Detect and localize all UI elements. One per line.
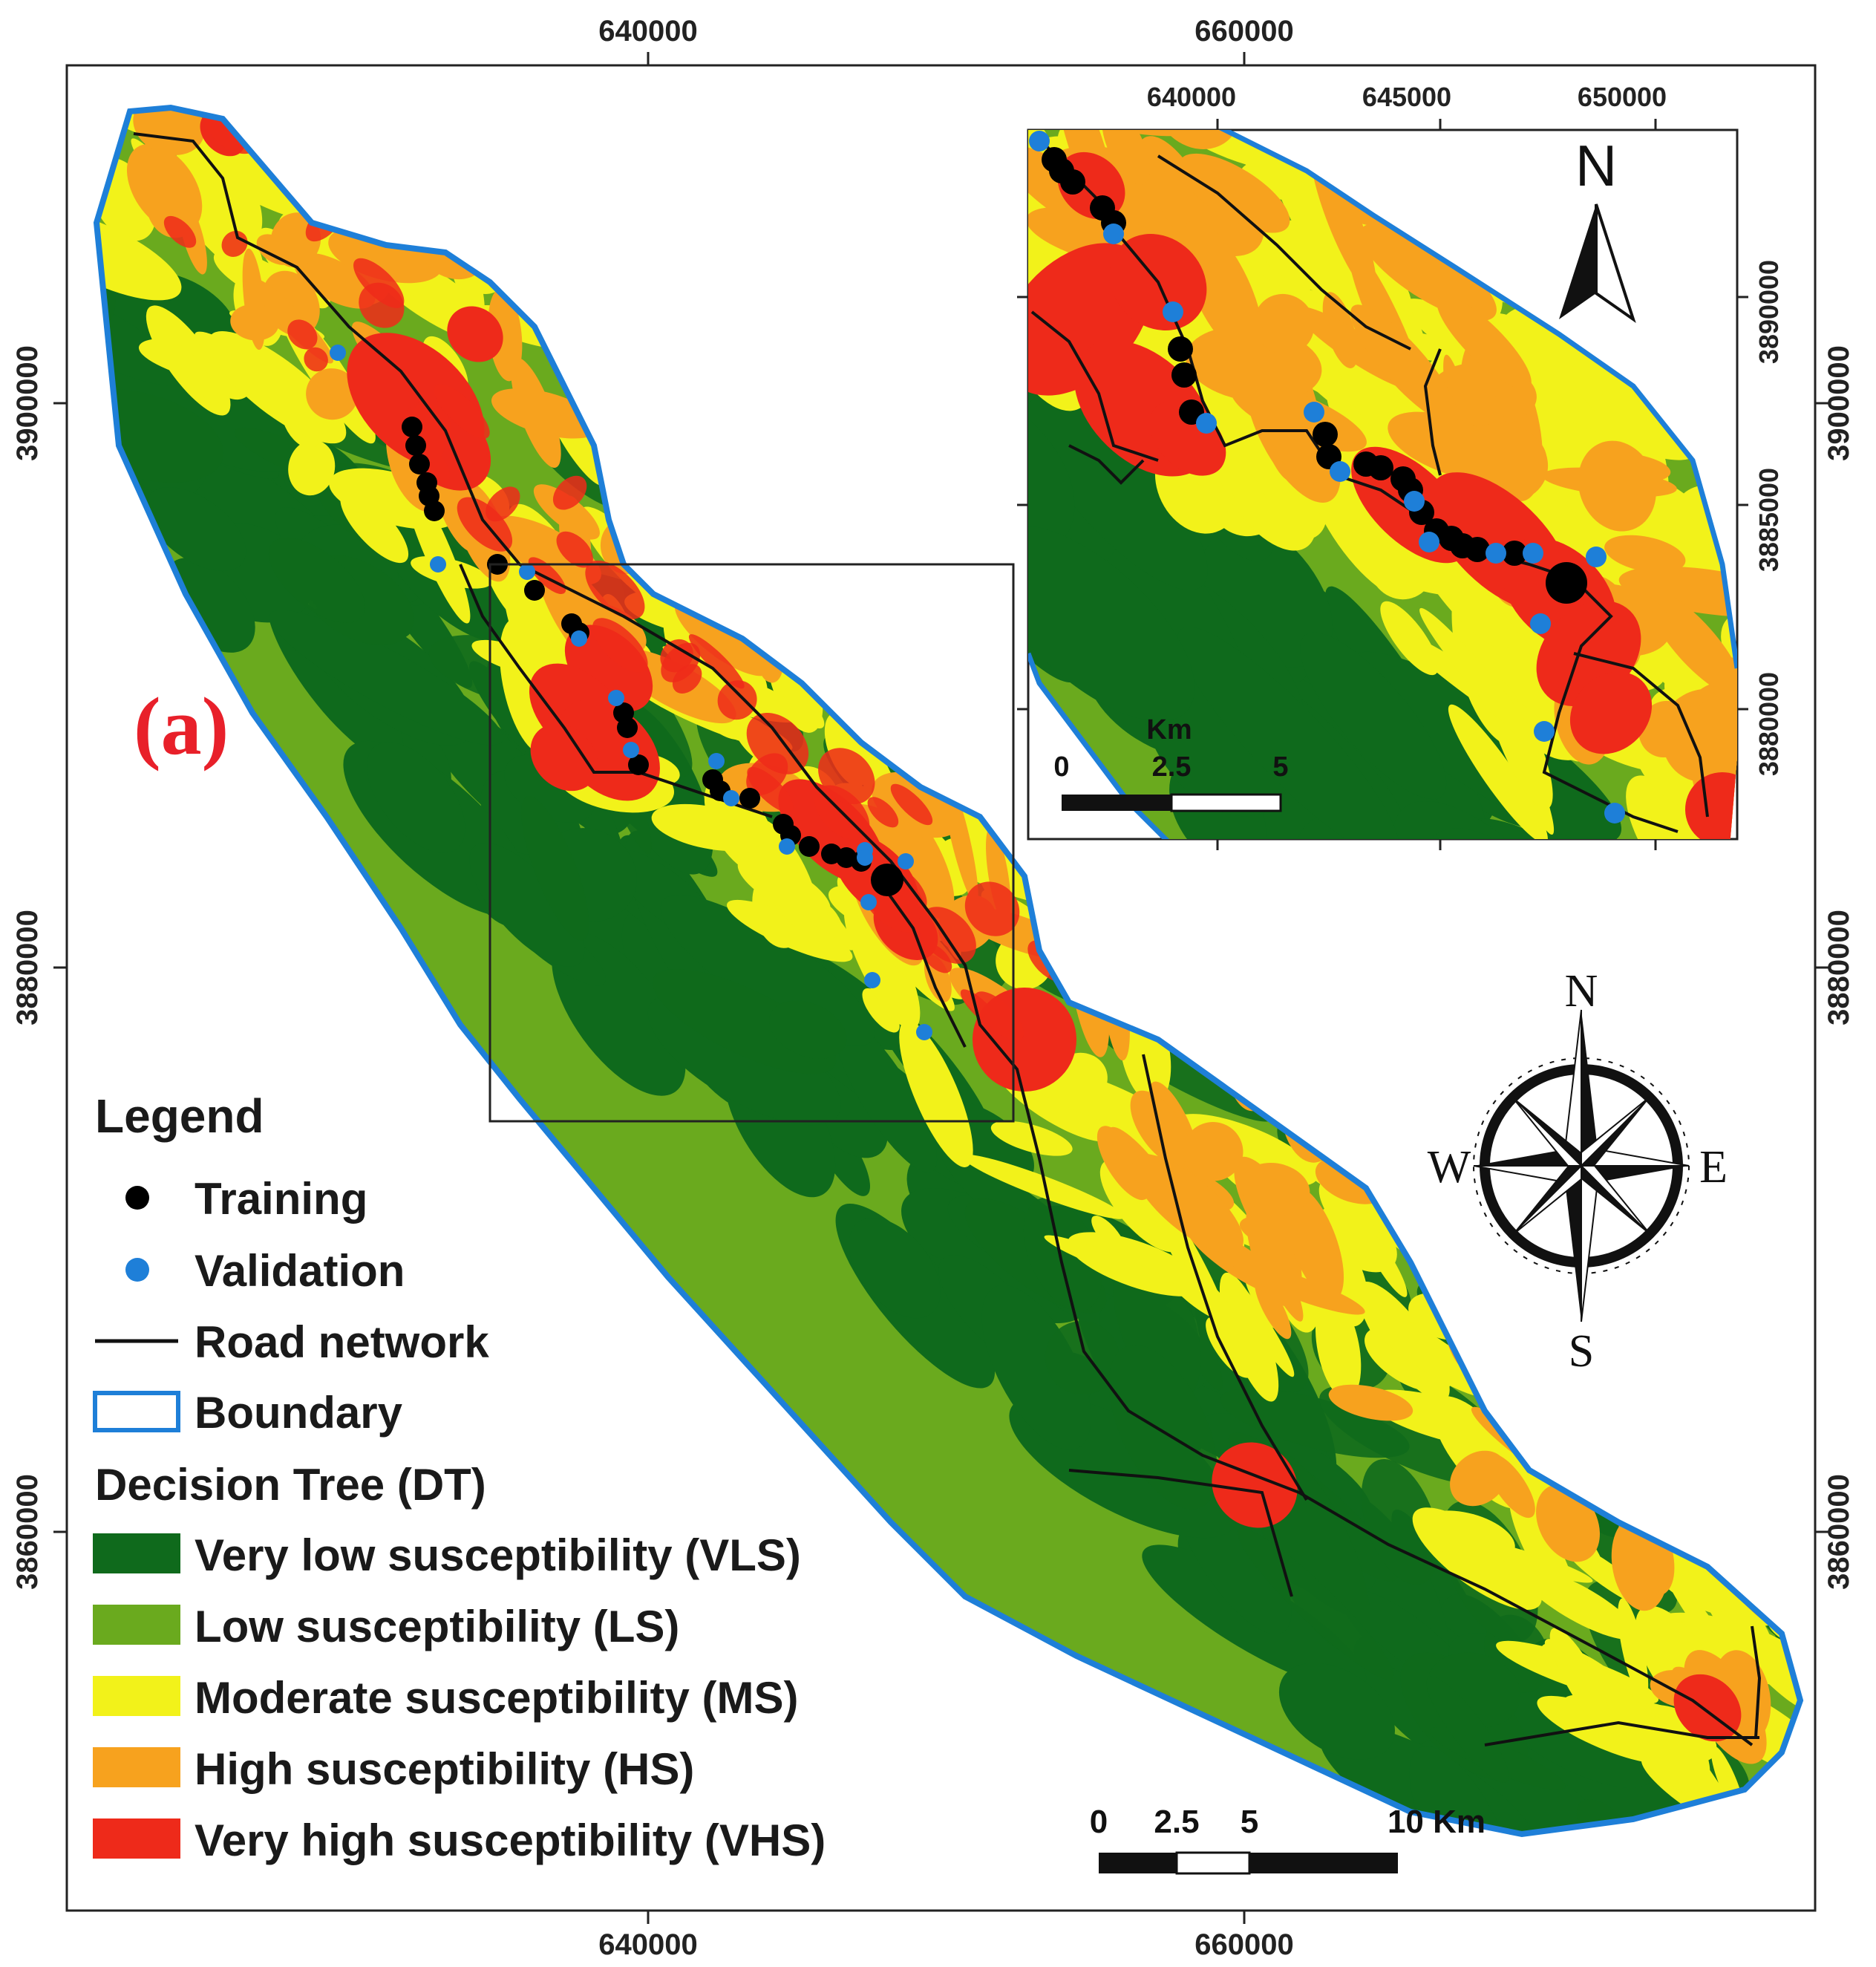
right-y-tick-3880000: 3880000 (1823, 910, 1855, 1025)
inset-north-arrow: N (1559, 133, 1636, 324)
legend-hs-label: High susceptibility (HS) (195, 1744, 694, 1794)
legend-vls-swatch (93, 1533, 180, 1573)
panel-label: (a) (134, 681, 229, 772)
legend-boundary-symbol (93, 1391, 180, 1432)
svg-text:2.5: 2.5 (1152, 751, 1192, 783)
inset-y-tick-3880000: 3880000 (1754, 672, 1784, 776)
legend-training-label: Training (195, 1174, 367, 1224)
legend-title: Legend (95, 1089, 264, 1143)
inset-y-tick-3885000: 3885000 (1754, 468, 1784, 572)
legend-vhs-label: Very high susceptibility (VHS) (195, 1816, 826, 1865)
compass-rose: N S E W (1428, 966, 1728, 1377)
compass-w: W (1428, 1142, 1471, 1193)
svg-text:0: 0 (1053, 751, 1069, 783)
legend-training-symbol (125, 1186, 149, 1210)
road-network (133, 132, 1762, 1746)
top-x-tick-640000: 640000 (598, 15, 697, 48)
bottom-x-tick-640000: 640000 (598, 1928, 697, 1961)
bottom-x-tick-660000: 660000 (1194, 1928, 1293, 1961)
svg-text:Km: Km (1146, 714, 1192, 746)
sample-points (330, 345, 932, 1040)
svg-text:0: 0 (1090, 1804, 1108, 1840)
legend-validation-symbol (125, 1258, 149, 1282)
legend-ms-swatch (93, 1676, 180, 1716)
svg-text:5: 5 (1241, 1804, 1258, 1840)
legend-ms-label: Moderate susceptibility (MS) (195, 1673, 798, 1723)
legend-ls-swatch (93, 1605, 180, 1645)
scale-bar: 0 2.5 5 10 Km (1090, 1804, 1486, 1875)
compass-n: N (1565, 966, 1598, 1017)
inset-scale-bar: Km 0 2.5 5 (1053, 714, 1289, 812)
legend: Legend Training Validation Road network … (93, 1089, 826, 1865)
legend-dt-title: Decision Tree (DT) (95, 1460, 486, 1510)
svg-text:N: N (1575, 133, 1617, 198)
inset-x-tick-645000: 645000 (1362, 82, 1451, 112)
inset-x-tick-650000: 650000 (1578, 82, 1667, 112)
top-x-tick-660000: 660000 (1194, 15, 1293, 48)
right-y-tick-3900000: 3900000 (1823, 345, 1855, 461)
legend-validation-label: Validation (195, 1246, 405, 1296)
legend-boundary-label: Boundary (195, 1388, 403, 1438)
axis-ticks (53, 52, 1828, 1924)
left-y-tick-3900000: 3900000 (11, 345, 44, 461)
right-y-tick-3860000: 3860000 (1823, 1474, 1855, 1590)
legend-hs-swatch (93, 1747, 180, 1787)
legend-road-label: Road network (195, 1317, 489, 1367)
svg-text:5: 5 (1272, 751, 1288, 783)
left-y-tick-3880000: 3880000 (11, 910, 44, 1025)
svg-text:10 Km: 10 Km (1388, 1804, 1486, 1840)
legend-vls-label: Very low susceptibility (VLS) (195, 1530, 801, 1580)
legend-ls-label: Low susceptibility (LS) (195, 1602, 679, 1651)
inset-map: 640000 645000 650000 3890000 3885000 388… (1017, 82, 1784, 850)
zoom-extent-box (488, 563, 1015, 1123)
legend-vhs-swatch (93, 1818, 180, 1859)
compass-s: S (1569, 1326, 1594, 1377)
inset-y-tick-3890000: 3890000 (1754, 260, 1784, 364)
svg-text:2.5: 2.5 (1154, 1804, 1199, 1840)
study-boundary (93, 104, 1804, 1838)
inset-x-tick-640000: 640000 (1147, 82, 1236, 112)
compass-e: E (1699, 1142, 1728, 1193)
left-y-tick-3860000: 3860000 (11, 1474, 44, 1590)
